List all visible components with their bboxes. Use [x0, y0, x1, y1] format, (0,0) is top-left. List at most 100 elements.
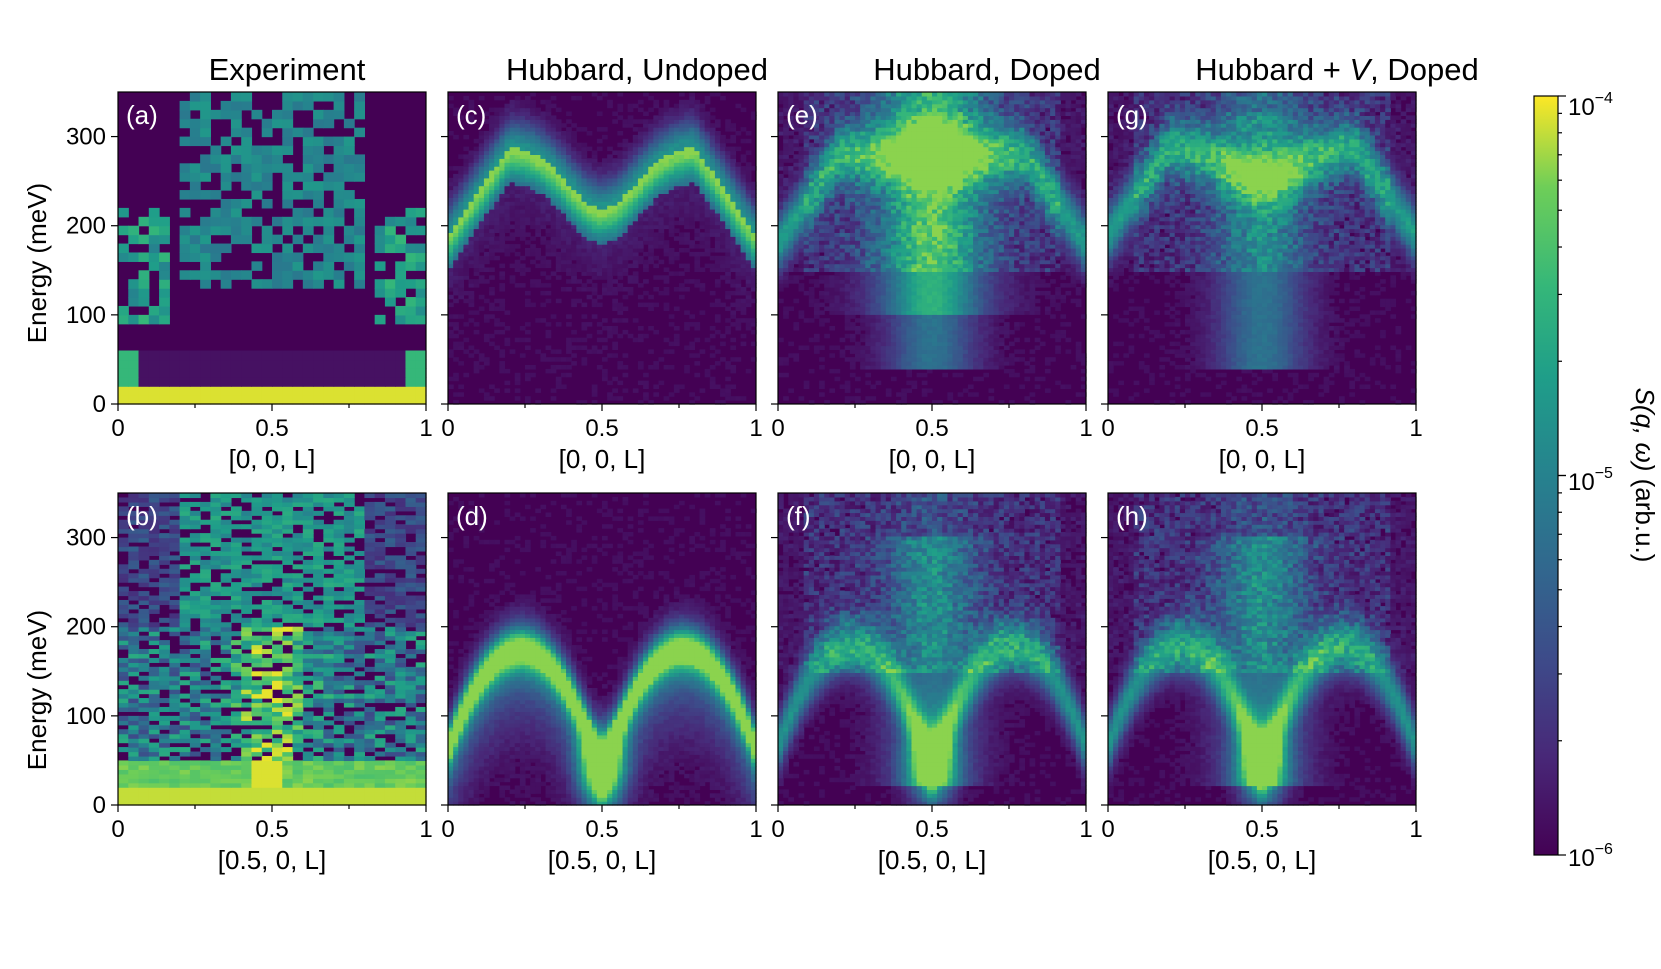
heatmap-cell [149, 729, 160, 734]
heatmap-cell [458, 221, 464, 226]
heatmap-cell [313, 738, 324, 743]
heatmap-cell [735, 232, 741, 237]
heatmap-cell [118, 538, 129, 543]
heatmap-cell [169, 760, 180, 765]
heatmap-cell [282, 627, 293, 632]
heatmap-cell [735, 271, 741, 276]
heatmap-cell [617, 229, 623, 234]
heatmap-cell [251, 769, 262, 774]
heatmap-cell [469, 232, 475, 237]
heatmap-cell [643, 240, 649, 245]
heatmap-cell [530, 186, 536, 191]
heatmap-cell [169, 359, 180, 369]
heatmap-cell [725, 307, 731, 312]
heatmap-cell [540, 143, 546, 148]
heatmap-cell [535, 283, 541, 288]
heatmap-cell [241, 631, 252, 636]
heatmap-cell [251, 747, 262, 752]
heatmap-cell [458, 287, 464, 292]
heatmap-cell [375, 743, 386, 748]
heatmap-cell [664, 240, 670, 245]
heatmap-cell [169, 386, 180, 396]
heatmap-cell [607, 260, 613, 265]
heatmap-cell [633, 236, 639, 241]
heatmap-cell [416, 689, 427, 694]
heatmap-cell [504, 248, 510, 253]
heatmap-cell [592, 256, 598, 260]
heatmap-cell [653, 127, 659, 132]
heatmap-cell [684, 193, 690, 198]
heatmap-cell [128, 604, 139, 609]
heatmap-cell [504, 381, 510, 386]
heatmap-cell [484, 158, 490, 163]
heatmap-cell [190, 649, 201, 654]
heatmap-cell [313, 524, 324, 529]
heatmap-cell [674, 197, 680, 202]
heatmap-cell [180, 235, 191, 245]
heatmap-cell [405, 729, 416, 734]
heatmap-cell [489, 139, 495, 144]
heatmap-cell [293, 172, 304, 182]
heatmap-cell [694, 104, 700, 109]
heatmap-cell [293, 760, 304, 765]
heatmap-cell [515, 162, 521, 167]
heatmap-cell [720, 334, 726, 339]
heatmap-cell [520, 213, 526, 218]
heatmap-cell [385, 533, 396, 538]
heatmap-cell [231, 359, 242, 369]
heatmap-cell [587, 170, 593, 175]
heatmap-cell [303, 774, 314, 779]
heatmap-cell [159, 297, 170, 307]
heatmap-cell [700, 197, 706, 202]
heatmap-cell [530, 279, 536, 284]
heatmap-cell [710, 139, 716, 144]
heatmap-cell [169, 493, 180, 498]
heatmap-cell [169, 725, 180, 730]
heatmap-cell [592, 190, 598, 195]
heatmap-cell [633, 225, 639, 230]
heatmap-cell [746, 190, 752, 195]
heatmap-cell [231, 738, 242, 743]
heatmap-cell [344, 792, 355, 797]
heatmap-cell [200, 119, 211, 129]
heatmap-cell [679, 248, 685, 253]
heatmap-cell [169, 627, 180, 632]
heatmap-cell [499, 201, 505, 206]
heatmap-cell [484, 229, 490, 234]
heatmap-cell [494, 123, 500, 128]
heatmap-cell [566, 357, 572, 362]
heatmap-cell [715, 217, 721, 222]
heatmap-cell [679, 240, 685, 245]
heatmap-cell [499, 240, 505, 245]
heatmap-cell [730, 221, 736, 226]
heatmap-cell [705, 100, 711, 105]
heatmap-cell [416, 792, 427, 797]
heatmap-cell [489, 314, 495, 319]
heatmap-cell [395, 689, 406, 694]
heatmap-cell [653, 115, 659, 120]
heatmap-cell [664, 349, 670, 354]
heatmap-cell [448, 205, 454, 210]
heatmap-cell [700, 225, 706, 230]
heatmap-cell [648, 225, 654, 230]
heatmap-cell [561, 151, 567, 156]
heatmap-cell [540, 201, 546, 206]
heatmap-cell [684, 115, 690, 120]
heatmap-cell [540, 291, 546, 296]
heatmap-cell [323, 172, 334, 182]
heatmap-cell [504, 213, 510, 218]
heatmap-cell [684, 158, 690, 163]
heatmap-cell [139, 538, 150, 543]
heatmap-cell [282, 261, 293, 271]
heatmap-cell [720, 96, 726, 101]
heatmap-cell [282, 653, 293, 658]
heatmap-cell [494, 322, 500, 327]
heatmap-cell [303, 569, 314, 574]
heatmap-cell [551, 252, 557, 257]
heatmap-cell [669, 248, 675, 253]
heatmap-cell [504, 209, 510, 214]
heatmap-cell [474, 174, 480, 179]
heatmap-cell [395, 752, 406, 757]
heatmap-cell [293, 694, 304, 699]
heatmap-cell [395, 734, 406, 739]
